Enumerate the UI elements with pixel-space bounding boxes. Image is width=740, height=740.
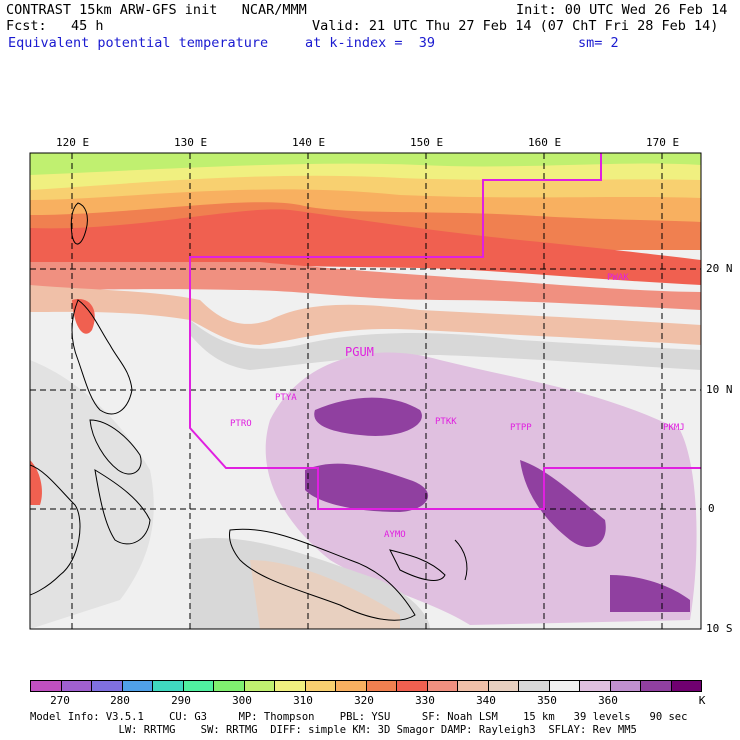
colorbar-swatch xyxy=(152,680,184,692)
station-label: AYMO xyxy=(384,530,406,540)
lon-label: 150 E xyxy=(410,136,444,149)
lon-label: 140 E xyxy=(292,136,326,149)
model-title: CONTRAST 15km ARW-GFS init NCAR/MMM xyxy=(6,2,307,18)
coastlines xyxy=(30,202,468,621)
lon-label: 130 E xyxy=(174,136,208,149)
colorbar-swatch xyxy=(182,680,214,692)
smoothing-info: sm= 2 xyxy=(578,35,619,51)
station-label: PTRO xyxy=(230,419,252,429)
lat-label: 10 N xyxy=(706,383,733,396)
colorbar-tick-label: 330 xyxy=(415,694,435,707)
station-label: PWAK xyxy=(607,273,629,283)
colorbar-swatch xyxy=(457,680,489,692)
colorbar-tick-label: 300 xyxy=(232,694,252,707)
colorbar-swatch xyxy=(30,680,62,692)
colorbar-swatch xyxy=(335,680,367,692)
station-label: PKMJ xyxy=(663,423,685,433)
colorbar-tick-label: 360 xyxy=(598,694,618,707)
station-label: PTPP xyxy=(510,423,532,433)
model-info-line1: Model Info: V3.5.1 CU: G3 MP: Thompson P… xyxy=(30,711,688,723)
colorbar-swatch xyxy=(640,680,672,692)
colorbar-swatch xyxy=(396,680,428,692)
colorbar-swatch xyxy=(274,680,306,692)
colorbar-swatch xyxy=(426,680,458,692)
colorbar-swatch xyxy=(548,680,580,692)
colorbar-swatch xyxy=(213,680,245,692)
station-label: PTKK xyxy=(435,417,457,427)
colorbar-swatch xyxy=(60,680,92,692)
colorbar-swatch xyxy=(609,680,641,692)
lon-label: 160 E xyxy=(528,136,562,149)
lat-label: 0 xyxy=(708,502,715,515)
colorbar-tick-label: 310 xyxy=(293,694,313,707)
region-boundary xyxy=(189,153,701,510)
station-label: PGUM xyxy=(345,345,374,359)
colorbar-tick-label: 340 xyxy=(476,694,496,707)
colorbar-tick-label: 270 xyxy=(50,694,70,707)
colorbar-unit: K xyxy=(698,694,706,707)
field-shading xyxy=(30,153,701,629)
lon-label: 120 E xyxy=(56,136,90,149)
colorbar-swatch xyxy=(365,680,397,692)
valid-time: Valid: 21 UTC Thu 27 Feb 14 (07 ChT Fri … xyxy=(312,18,719,34)
forecast-hour: Fcst: 45 h xyxy=(6,18,104,34)
colorbar-tick-label: 280 xyxy=(110,694,130,707)
colorbar-tick-label: 290 xyxy=(171,694,191,707)
lat-label: 10 S xyxy=(706,622,733,635)
lat-label: 20 N xyxy=(706,262,733,275)
field-name: Equivalent potential temperature xyxy=(8,35,269,51)
level-info: at k-index = 39 xyxy=(305,35,436,51)
station-label: PTYA xyxy=(275,393,297,403)
colorbar-tick-label: 320 xyxy=(354,694,374,707)
model-info-line2: LW: RRTMG SW: RRTMG DIFF: simple KM: 3D … xyxy=(30,724,637,736)
init-time: Init: 00 UTC Wed 26 Feb 14 xyxy=(516,2,728,18)
colorbar-tick-label: 350 xyxy=(537,694,557,707)
lon-label: 170 E xyxy=(646,136,680,149)
colorbar-swatch xyxy=(91,680,123,692)
colorbar-swatch xyxy=(518,680,550,692)
colorbar-swatch xyxy=(304,680,336,692)
colorbar-swatch xyxy=(243,680,275,692)
colorbar-swatch xyxy=(121,680,153,692)
map-frame xyxy=(29,152,702,630)
colorbar-swatch xyxy=(487,680,519,692)
colorbar-swatch xyxy=(670,680,702,692)
colorbar-swatch xyxy=(579,680,611,692)
